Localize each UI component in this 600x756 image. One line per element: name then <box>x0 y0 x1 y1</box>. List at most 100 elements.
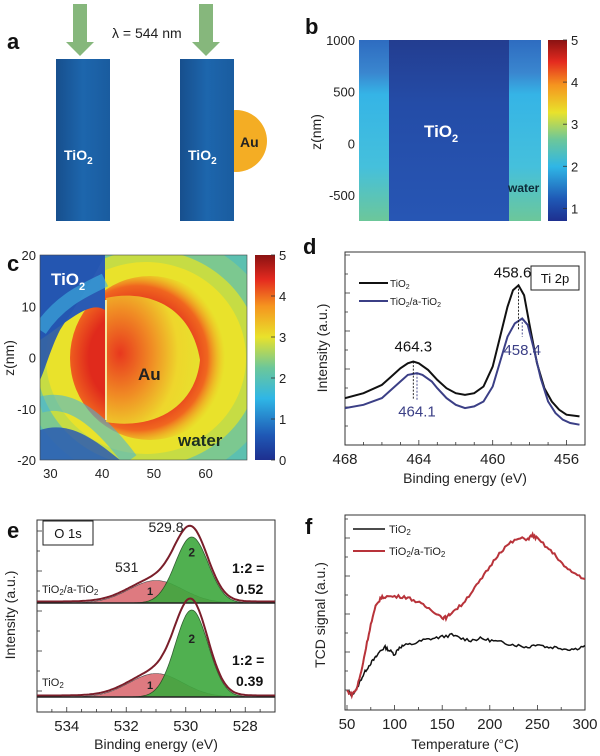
colorbar-tick-label: 2 <box>571 159 578 174</box>
colorbar-tick-label: 1 <box>279 412 286 427</box>
panel-label-e: e <box>7 518 19 543</box>
x-tick-label: 530 <box>173 718 198 735</box>
x-tick-label: 200 <box>477 716 502 733</box>
tio2-label-left: TiO2 <box>64 147 93 167</box>
legend-label-tio2-atio2: TiO2/a-TiO2 <box>390 297 441 309</box>
title-box <box>530 265 580 291</box>
peak-annotation-464-3: 464.3 <box>395 339 433 356</box>
series-line-tio2-atio2 <box>346 531 585 700</box>
tio2-region <box>389 40 509 221</box>
x-tick-label: 532 <box>114 718 139 735</box>
x-tick-label: 464 <box>406 451 431 468</box>
y-tick-label: 1000 <box>326 33 355 48</box>
au-label: Au <box>138 365 161 384</box>
panel-label-f: f <box>305 514 313 539</box>
ratio-label-top: 1:2 = <box>232 560 264 576</box>
wavelength-label: λ = 544 nm <box>112 25 182 41</box>
panel-f: 50 100 150 200 250 300 TiO2 TiO2/a-TiO2 Tempe… <box>312 514 598 752</box>
peak-annotation-464-1: 464.1 <box>398 403 436 420</box>
series-label-tio2: TiO2 <box>42 677 64 690</box>
x-axis-label: Temperature (°C) <box>411 736 519 752</box>
colorbar-tick-label: 3 <box>279 330 286 345</box>
tio2-label: TiO2 <box>424 122 458 145</box>
x-tick-label: 50 <box>339 716 356 733</box>
colorbar-tick-label: 0 <box>279 453 286 468</box>
panel-a: λ = 544 nm TiO2 TiO2 Au <box>56 4 267 221</box>
series-line-tio2 <box>346 632 585 697</box>
y-tick-label: -10 <box>17 402 36 417</box>
legend: TiO2 TiO2/a-TiO2 <box>353 524 446 559</box>
x-tick-label: 300 <box>572 716 597 733</box>
panel-label-a: a <box>7 29 20 54</box>
tio2-rod-right <box>180 59 234 221</box>
legend-label-tio2: TiO2 <box>389 524 411 537</box>
x-tick-label: 100 <box>382 716 407 733</box>
water-label: water <box>507 181 540 195</box>
x-axis-label: Binding energy (eV) <box>403 470 527 486</box>
envelope-line <box>37 524 275 603</box>
x-tick-label: 528 <box>233 718 258 735</box>
peak-annotation-458-4: 458.4 <box>503 342 541 359</box>
x-tick-label: 468 <box>332 451 357 468</box>
y-tick-label: 0 <box>29 351 36 366</box>
tio2-rod-left <box>56 59 110 221</box>
x-tick-label: 50 <box>147 466 161 481</box>
legend: TiO2 TiO2/a-TiO2 <box>359 279 441 309</box>
panel-e: 1 2 1 2 534 532 530 528 O 1s 529.8 531 TiO2/a-… <box>2 519 276 752</box>
colorbar-tick-label: 1 <box>571 201 578 216</box>
ratio-value-top: 0.52 <box>236 581 263 597</box>
envelope-line <box>37 597 275 697</box>
tio2-label: TiO2 <box>51 270 85 293</box>
ratio-value-bottom: 0.39 <box>236 673 263 689</box>
water-region-right <box>509 40 541 221</box>
light-arrow-right <box>192 4 220 56</box>
plot-frame <box>344 251 586 446</box>
y-axis-label: Intensity (a.u.) <box>2 571 18 660</box>
y-tick-label: 20 <box>22 248 36 263</box>
peak-label-529-8: 529.8 <box>148 519 183 535</box>
x-tick-label: 250 <box>525 716 550 733</box>
x-tick-label: 150 <box>430 716 455 733</box>
colorbar <box>255 255 275 460</box>
plot-frame <box>344 514 586 711</box>
colorbar <box>548 40 567 221</box>
series-label-tio2-atio2: TiO2/a-TiO2 <box>42 584 99 597</box>
x-tick-label: 460 <box>480 451 505 468</box>
panel-label-b: b <box>305 14 318 39</box>
x-axis-label: Binding energy (eV) <box>94 736 218 752</box>
au-label: Au <box>240 134 259 150</box>
colorbar-tick-label: 3 <box>571 117 578 132</box>
peak1-label: 1 <box>147 680 153 692</box>
y-axis-label: Intensity (a.u.) <box>314 304 330 393</box>
legend-label-tio2-atio2: TiO2/a-TiO2 <box>389 546 446 559</box>
series-line-tio2 <box>345 283 580 418</box>
title-box <box>42 520 94 546</box>
water-region-left <box>359 40 389 221</box>
x-tick-label: 30 <box>43 466 57 481</box>
panel-b: TiO2 water 1000 500 0 -500 1 2 3 4 5 z(nm) <box>308 33 578 221</box>
water-label: water <box>177 431 223 450</box>
peak2-label: 2 <box>188 546 195 560</box>
y-axis-label: z(nm) <box>308 114 324 150</box>
chart-title: O 1s <box>54 526 82 541</box>
chart-title: Ti 2p <box>541 271 569 286</box>
series-line-tio2-atio2 <box>345 317 580 426</box>
tio2-label-right: TiO2 <box>188 147 217 167</box>
y-axis-label: z(nm) <box>1 340 17 376</box>
y-tick-label: 500 <box>333 85 355 100</box>
ratio-label-bottom: 1:2 = <box>232 652 264 668</box>
light-arrow-left <box>66 4 94 56</box>
colorbar-tick-label: 5 <box>571 33 578 48</box>
panel-label-c: c <box>7 251 19 276</box>
y-tick-label: 0 <box>348 136 355 151</box>
x-tick-label: 60 <box>198 466 212 481</box>
peak1-label: 1 <box>147 586 153 598</box>
y-axis-label: TCD signal (a.u.) <box>312 562 328 668</box>
x-tick-label: 40 <box>95 466 109 481</box>
peak2-label: 2 <box>188 632 195 646</box>
x-tick-label: 456 <box>554 451 579 468</box>
x-tick-label: 534 <box>54 718 79 735</box>
